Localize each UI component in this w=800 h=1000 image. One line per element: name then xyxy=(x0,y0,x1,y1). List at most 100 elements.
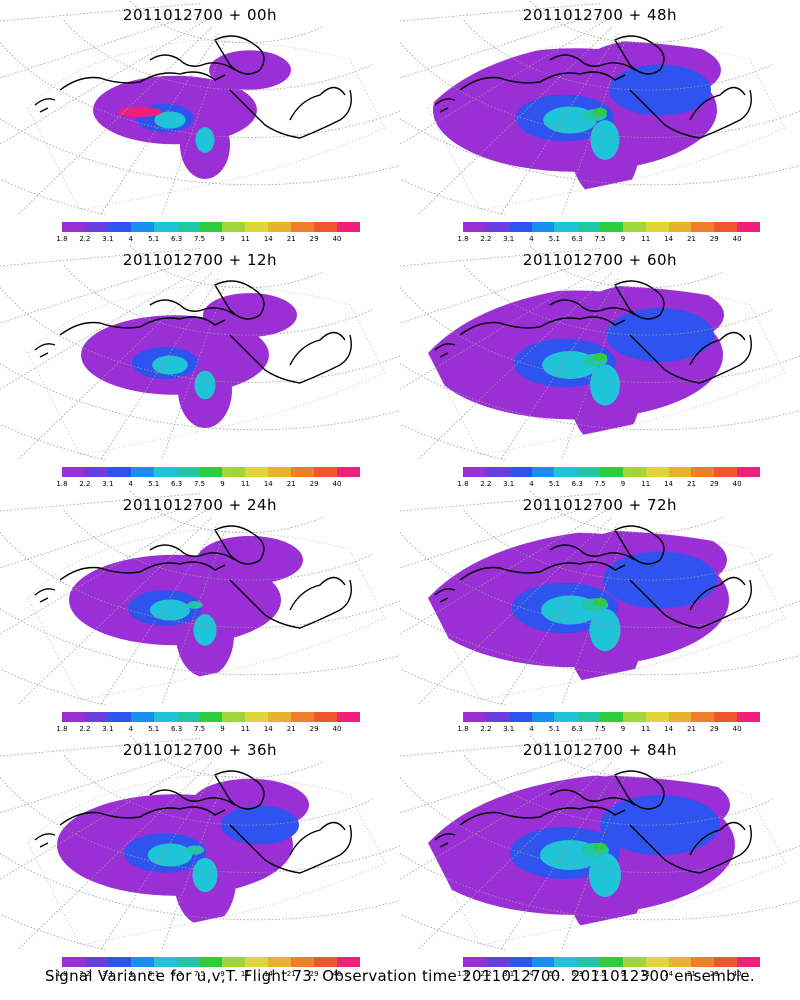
colorbar-tick-label: 29 xyxy=(309,970,319,978)
colorbar-swatch xyxy=(622,712,646,722)
colorbar-swatch xyxy=(714,957,738,967)
colorbar-labels: 1.8 2.2 3.1 4 5.1 6.3 7.5 9 11 14 21 29 40 xyxy=(56,970,360,980)
colorbar-tick-label: 1.8 xyxy=(457,235,469,243)
colorbar-swatch xyxy=(554,712,578,722)
colorbar-swatch xyxy=(622,467,646,477)
colorbar-tick-label: 40 xyxy=(332,725,342,733)
colorbar-tick-label: 7.5 xyxy=(193,235,206,243)
variance-field xyxy=(69,535,303,677)
colorbar-swatch xyxy=(508,712,532,722)
colorbar-tick-label: 6.3 xyxy=(171,725,183,733)
colorbar-labels: 1.8 2.2 3.1 4 5.1 6.3 7.5 9 11 14 21 29 40 xyxy=(457,725,760,735)
figure-caption: Signal Variance for u,v,T. Flight 73. Ob… xyxy=(44,967,756,985)
colorbar-swatch xyxy=(314,957,338,967)
colorbar-swatch xyxy=(199,222,223,232)
colorbar-swatch xyxy=(291,712,315,722)
colorbar-tick-label: 11 xyxy=(240,970,250,978)
colorbar-swatch xyxy=(153,957,177,967)
colorbar-swatch xyxy=(577,222,601,232)
colorbar-swatch xyxy=(531,957,555,967)
colorbar-tick-label: 6.3 xyxy=(171,480,183,488)
colorbar-swatch xyxy=(554,222,578,232)
colorbar-tick-label: 4 xyxy=(128,725,133,733)
colorbar-tick-label: 7.5 xyxy=(594,725,606,733)
colorbar-swatch xyxy=(62,222,85,232)
colorbar-swatch xyxy=(291,222,315,232)
colorbar-tick-label: 2.2 xyxy=(79,480,91,488)
colorbar-swatch xyxy=(463,712,486,722)
colorbar-tick-label: 6.3 xyxy=(571,725,583,733)
colorbar-tick-label: 5.1 xyxy=(148,235,160,243)
colorbar-tick-label: 4 xyxy=(529,970,534,978)
colorbar-swatch xyxy=(691,222,715,232)
colorbar-swatch xyxy=(222,712,246,722)
coastlines xyxy=(34,770,352,874)
colorbar-swatch xyxy=(645,712,669,722)
colorbar-tick-label: 1.8 xyxy=(56,480,68,488)
colorbar-tick-label: 40 xyxy=(732,235,742,243)
colorbar-tick-label: 29 xyxy=(709,235,719,243)
colorbar-swatch xyxy=(130,467,154,477)
colorbar-swatch xyxy=(531,467,555,477)
colorbar-swatch xyxy=(337,712,360,722)
coastlines xyxy=(434,280,752,384)
colorbar-tick-label: 14 xyxy=(263,725,273,733)
colorbar-swatch xyxy=(176,712,200,722)
colorbar-swatch xyxy=(485,957,509,967)
colorbar-labels: 1.8 2.2 3.1 4 5.1 6.3 7.5 9 11 14 21 29 40 xyxy=(457,970,760,980)
colorbar-swatch xyxy=(268,222,292,232)
colorbar-swatch xyxy=(508,222,532,232)
forecast-panel: 2011012700 + 84h 1.8 2.2 3.1 4 5.1 6.3 7.5 9 11 14… xyxy=(400,735,800,980)
polar-map xyxy=(400,490,800,705)
colorbar-swatch xyxy=(199,957,223,967)
forecast-panel: 2011012700 + 36h 1.8 2.2 3.1 4 5.1 6.3 7.5 9 11 14… xyxy=(0,735,400,980)
colorbar-tick-label: 2.2 xyxy=(79,970,91,978)
colorbar-swatch xyxy=(84,957,108,967)
colorbar-tick-label: 5.1 xyxy=(148,970,160,978)
colorbar-tick-label: 9 xyxy=(220,235,225,243)
colorbar-tick-label: 21 xyxy=(686,725,696,733)
colorbar-tick-label: 14 xyxy=(263,480,273,488)
colorbar-tick-label: 29 xyxy=(709,970,719,978)
colorbar-tick-label: 6.3 xyxy=(171,235,183,243)
colorbar-tick-label: 11 xyxy=(240,480,250,488)
colorbar-swatch xyxy=(107,712,131,722)
colorbar-tick-label: 11 xyxy=(641,970,651,978)
colorbar-tick-label: 7.5 xyxy=(594,235,606,243)
colorbar-tick-label: 40 xyxy=(332,480,342,488)
colorbar-swatch xyxy=(153,712,177,722)
colorbar-swatch xyxy=(245,712,269,722)
colorbar-swatch xyxy=(463,467,486,477)
colorbar-tick-label: 1.8 xyxy=(457,480,469,488)
panel-title: 2011012700 + 72h xyxy=(522,496,678,514)
colorbar-tick-label: 14 xyxy=(664,970,674,978)
colorbar-swatch xyxy=(314,467,338,477)
colorbar-tick-label: 14 xyxy=(263,970,273,978)
colorbar-swatch xyxy=(222,957,246,967)
forecast-panel: 2011012700 + 48h 1.8 2.2 3.1 4 5.1 6.3 7.5 9 11 14… xyxy=(400,0,800,245)
colorbar-swatch xyxy=(714,467,738,477)
colorbar-tick-label: 7.5 xyxy=(193,970,206,978)
colorbar-swatch xyxy=(176,957,200,967)
colorbar-tick-label: 21 xyxy=(286,970,296,978)
coastlines xyxy=(34,35,352,139)
colorbar-swatch xyxy=(737,467,760,477)
colorbar-swatch xyxy=(485,467,509,477)
coastlines xyxy=(434,525,752,629)
colorbar-tick-label: 5.1 xyxy=(148,725,160,733)
colorbar-tick-label: 3.1 xyxy=(503,725,515,733)
colorbar-swatch xyxy=(600,222,623,232)
colorbar-tick-label: 11 xyxy=(641,480,651,488)
colorbar-tick-label: 40 xyxy=(732,480,742,488)
colorbar-swatch xyxy=(222,467,246,477)
colorbar-tick-label: 3.1 xyxy=(503,480,515,488)
colorbar-tick-label: 1.8 xyxy=(56,970,68,978)
coastlines xyxy=(434,35,752,139)
colorbar-swatch xyxy=(714,222,738,232)
variance-field xyxy=(433,40,721,199)
colorbar-swatch xyxy=(130,957,154,967)
colorbar-tick-label: 2.2 xyxy=(79,235,91,243)
colorbar-tick-label: 3.1 xyxy=(102,725,114,733)
colorbar-tick-label: 40 xyxy=(332,235,342,243)
polar-map xyxy=(0,0,400,215)
